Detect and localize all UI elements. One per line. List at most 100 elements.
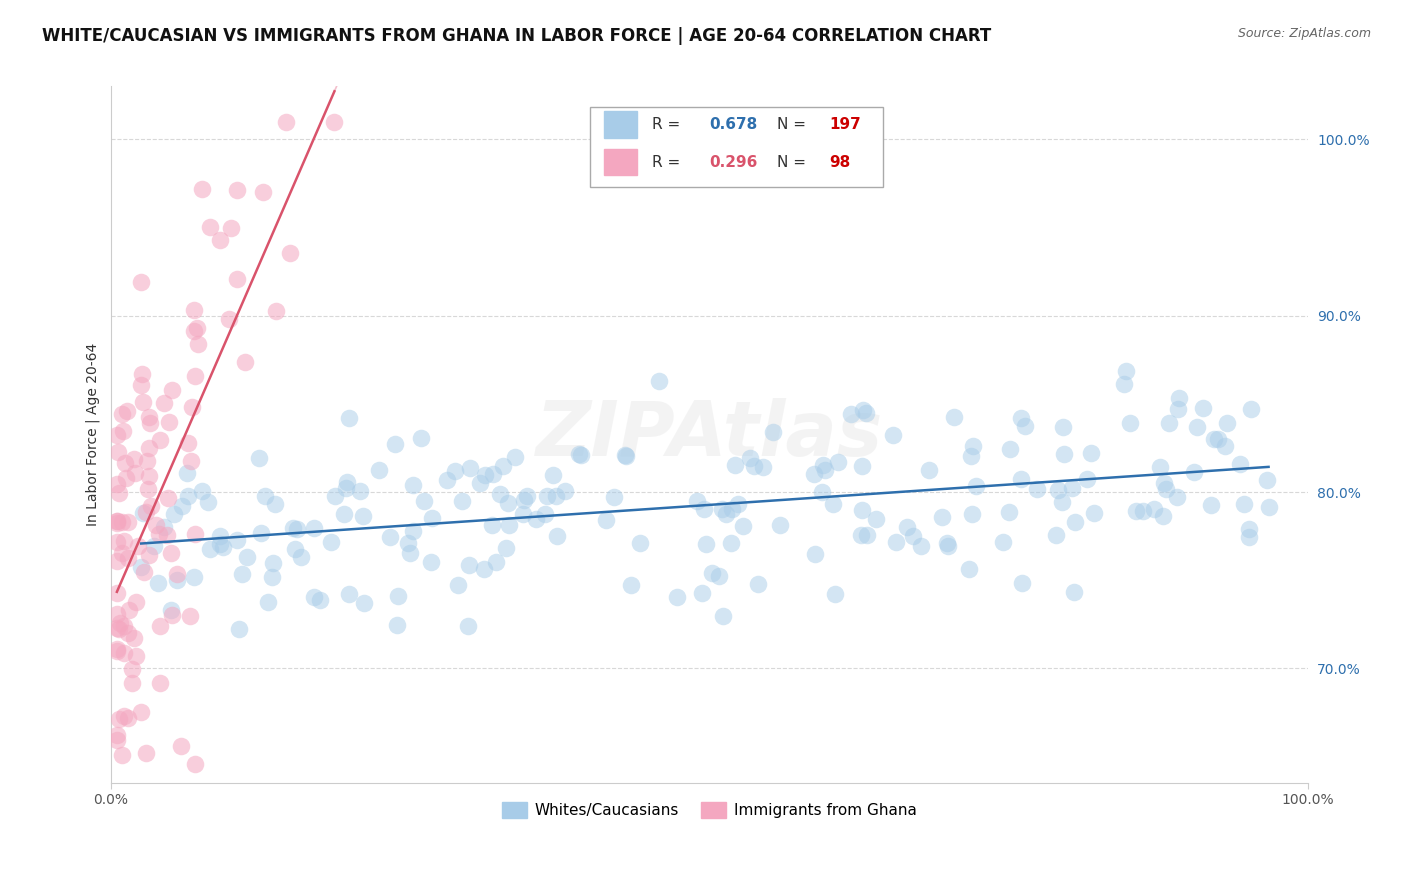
Point xyxy=(1010,472,1032,486)
Point xyxy=(554,484,576,499)
Point xyxy=(153,395,176,409)
Point xyxy=(1052,495,1074,509)
Point xyxy=(118,603,141,617)
Point xyxy=(105,733,128,747)
Point xyxy=(274,114,297,128)
Point xyxy=(212,540,235,554)
Point xyxy=(803,467,825,481)
Point xyxy=(998,505,1021,519)
Point xyxy=(620,578,643,592)
Point xyxy=(112,534,135,549)
Point xyxy=(692,502,714,516)
Point xyxy=(470,476,492,491)
Point xyxy=(163,507,186,521)
Point xyxy=(957,562,980,576)
Point xyxy=(1182,465,1205,479)
Point xyxy=(337,586,360,600)
Point xyxy=(302,590,325,604)
Point xyxy=(1159,417,1181,431)
Point xyxy=(132,566,155,580)
Point xyxy=(129,705,152,719)
Point xyxy=(187,336,209,351)
Point xyxy=(544,489,567,503)
Point xyxy=(804,548,827,562)
Point xyxy=(498,496,520,510)
Point xyxy=(125,649,148,664)
Point xyxy=(702,566,724,581)
Point xyxy=(191,182,214,196)
Point xyxy=(1216,416,1239,430)
Point xyxy=(695,537,717,551)
Point xyxy=(208,529,231,543)
Point xyxy=(250,526,273,541)
Point xyxy=(184,527,207,541)
Point xyxy=(402,524,425,538)
Text: R =: R = xyxy=(652,117,685,132)
Text: Source: ZipAtlas.com: Source: ZipAtlas.com xyxy=(1237,27,1371,40)
Point xyxy=(108,712,131,726)
Point xyxy=(117,515,139,529)
Point xyxy=(1052,420,1074,434)
Point xyxy=(108,486,131,500)
Point xyxy=(910,540,932,554)
Point xyxy=(105,514,128,528)
Point xyxy=(105,644,128,658)
Point xyxy=(821,497,844,511)
Point xyxy=(495,541,517,555)
Point xyxy=(384,437,406,451)
Point xyxy=(965,479,987,493)
Point xyxy=(936,539,959,553)
Point xyxy=(378,530,401,544)
Point xyxy=(724,458,747,472)
Point xyxy=(349,483,371,498)
Point xyxy=(197,495,219,509)
Point xyxy=(489,486,512,500)
Point xyxy=(524,512,547,526)
Point xyxy=(420,555,443,569)
Point xyxy=(105,642,128,657)
Point xyxy=(186,320,208,334)
Text: 0.678: 0.678 xyxy=(709,117,758,132)
Point xyxy=(855,406,877,420)
Point xyxy=(1166,491,1188,505)
Point xyxy=(209,537,232,551)
Point xyxy=(105,427,128,442)
Point xyxy=(124,467,146,481)
Point xyxy=(170,500,193,514)
Point xyxy=(177,489,200,503)
Point xyxy=(711,608,734,623)
Point xyxy=(1149,459,1171,474)
Point xyxy=(156,528,179,542)
Point xyxy=(105,586,128,600)
Point xyxy=(319,535,342,549)
Point xyxy=(444,464,467,478)
Point xyxy=(135,454,157,468)
Point xyxy=(492,458,515,473)
Point xyxy=(595,513,617,527)
Point xyxy=(114,456,136,470)
Point xyxy=(648,374,671,388)
Point xyxy=(568,447,591,461)
Point xyxy=(129,377,152,392)
Point xyxy=(105,621,128,635)
Point xyxy=(533,507,555,521)
Point xyxy=(1229,457,1251,471)
Point xyxy=(1257,500,1279,514)
Point xyxy=(262,556,284,570)
Point xyxy=(903,529,925,543)
Point xyxy=(142,540,165,554)
Point xyxy=(516,489,538,503)
Point xyxy=(1132,504,1154,518)
Point xyxy=(1125,504,1147,518)
Point xyxy=(1153,476,1175,491)
Point xyxy=(111,546,134,560)
Point xyxy=(472,562,495,576)
Point xyxy=(309,593,332,607)
Point xyxy=(200,219,222,234)
Point xyxy=(824,587,846,601)
Point xyxy=(105,477,128,491)
FancyBboxPatch shape xyxy=(589,107,883,187)
Point xyxy=(335,481,357,495)
Point xyxy=(219,221,242,235)
Point xyxy=(720,535,742,549)
